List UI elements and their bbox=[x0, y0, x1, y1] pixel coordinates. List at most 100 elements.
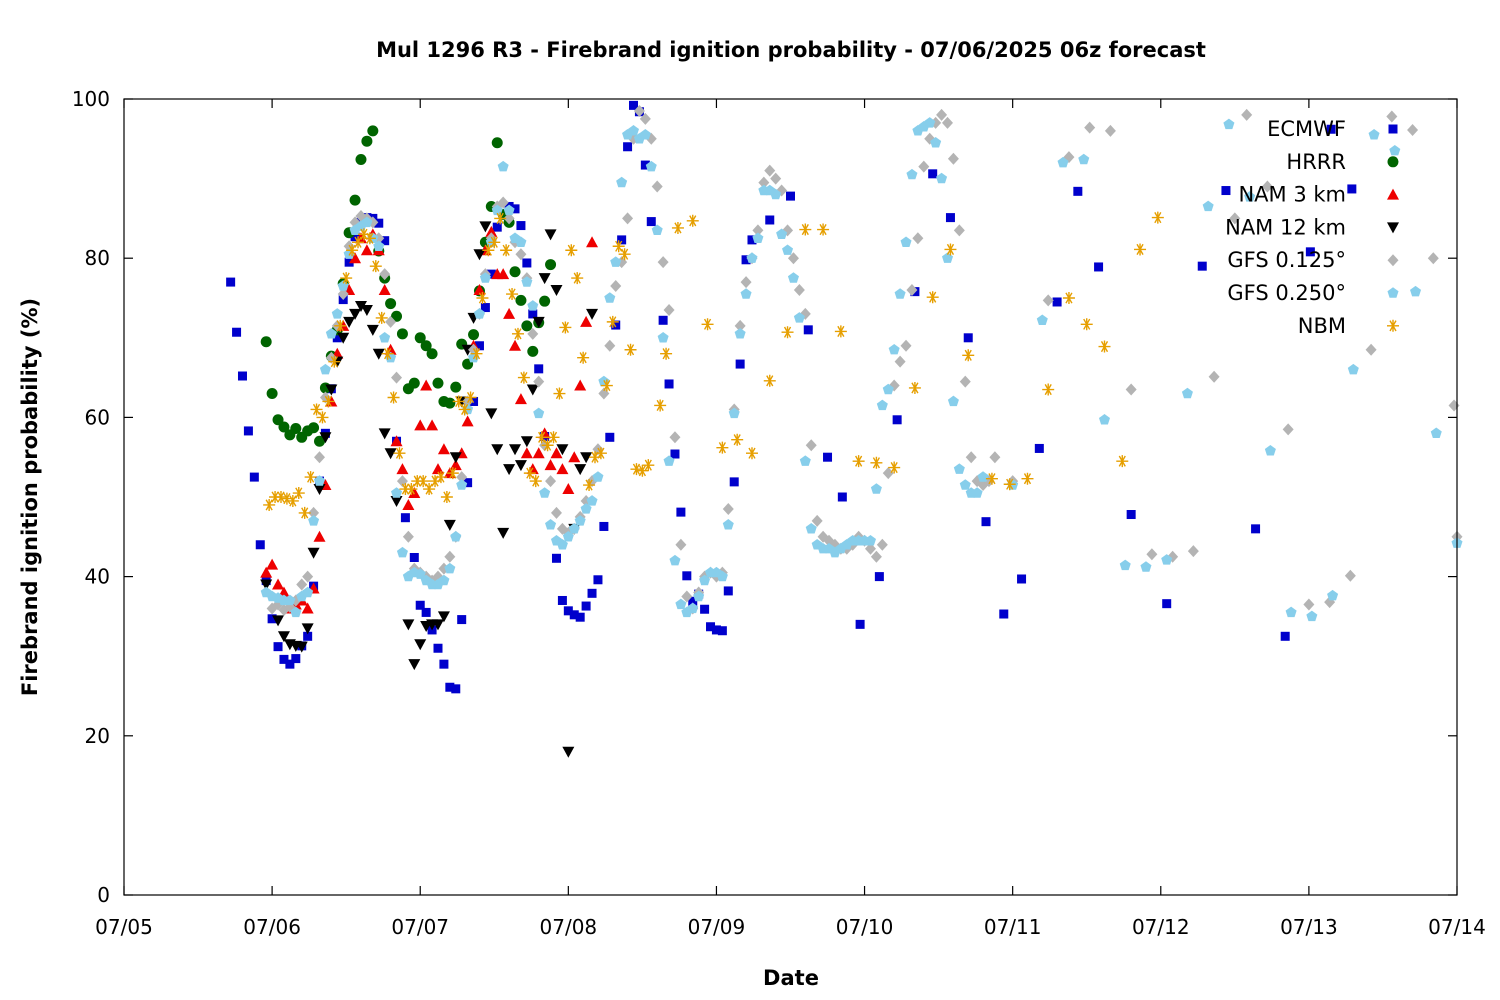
point-nam-3-km bbox=[580, 315, 593, 327]
point-ecmwf bbox=[516, 221, 526, 231]
point-ecmwf bbox=[226, 277, 236, 287]
point-gfs-0-250 bbox=[663, 455, 675, 466]
point-hrrr bbox=[527, 345, 539, 357]
point-nam-3-km bbox=[414, 419, 427, 431]
axis-ticks: 07/05 07/06 07/07 07/08 07/09 07/10 07/11 07/12… bbox=[72, 87, 1486, 939]
point-nbm bbox=[630, 463, 643, 476]
point-gfs-0-125 bbox=[610, 280, 622, 293]
point-nam-3-km bbox=[426, 419, 439, 431]
point-nbm bbox=[387, 391, 400, 404]
point-nbm bbox=[494, 212, 507, 225]
point-gfs-0-125 bbox=[1104, 124, 1116, 137]
point-gfs-0-250 bbox=[290, 606, 302, 618]
point-nam-12-km bbox=[295, 641, 308, 653]
point-ecmwf bbox=[433, 643, 443, 653]
point-ecmwf bbox=[1251, 524, 1261, 534]
chart-title: Mul 1296 R3 - Firebrand ignition probabi… bbox=[376, 38, 1206, 62]
point-ecmwf bbox=[605, 432, 615, 442]
point-gfs-0-250 bbox=[574, 515, 586, 526]
point-nbm bbox=[292, 487, 305, 500]
point-hrrr bbox=[396, 328, 408, 340]
point-gfs-0-125 bbox=[1282, 423, 1294, 436]
point-ecmwf bbox=[1280, 631, 1290, 641]
point-gfs-0-250 bbox=[876, 399, 888, 411]
point-nam-12-km bbox=[349, 308, 362, 320]
point-hrrr bbox=[515, 294, 527, 306]
point-gfs-0-250 bbox=[722, 519, 734, 530]
point-nbm bbox=[962, 349, 975, 362]
point-gfs-0-125 bbox=[497, 196, 509, 209]
point-nam-12-km bbox=[473, 249, 486, 261]
point-nbm bbox=[429, 475, 442, 488]
point-gfs-0-125 bbox=[1365, 343, 1377, 356]
point-nbm bbox=[511, 327, 524, 340]
point-nam-12-km bbox=[260, 579, 273, 591]
point-nam-3-km bbox=[520, 447, 533, 459]
point-nbm bbox=[686, 214, 699, 227]
point-nbm bbox=[446, 467, 459, 480]
point-gfs-0-250 bbox=[699, 574, 711, 586]
x-tick-label: 07/09 bbox=[688, 915, 746, 939]
point-gfs-0-250 bbox=[1036, 314, 1048, 325]
point-gfs-0-125 bbox=[864, 542, 876, 555]
point-gfs-0-250 bbox=[864, 534, 876, 546]
point-nbm bbox=[434, 471, 447, 484]
x-tick-label: 07/11 bbox=[984, 915, 1042, 939]
point-gfs-0-250 bbox=[1078, 153, 1090, 165]
point-nam-12-km bbox=[520, 436, 533, 448]
point-ecmwf bbox=[874, 572, 884, 582]
point-gfs-0-125 bbox=[633, 104, 645, 117]
point-gfs-0-250 bbox=[1285, 606, 1297, 618]
point-nbm bbox=[1098, 340, 1111, 353]
point-gfs-0-250 bbox=[325, 328, 337, 339]
point-ecmwf bbox=[723, 586, 733, 596]
point-nbm bbox=[944, 243, 957, 256]
point-gfs-0-125 bbox=[1146, 548, 1158, 561]
point-gfs-0-250 bbox=[752, 232, 764, 243]
point-ecmwf bbox=[303, 631, 313, 641]
point-nbm bbox=[870, 456, 883, 469]
point-ecmwf bbox=[409, 552, 419, 562]
point-nam-3-km bbox=[586, 236, 599, 248]
y-tick-label: 60 bbox=[85, 405, 110, 429]
point-hrrr bbox=[509, 266, 521, 278]
point-ecmwf bbox=[646, 217, 656, 227]
point-gfs-0-250 bbox=[1057, 156, 1069, 168]
point-nbm bbox=[985, 472, 998, 485]
point-nam-12-km bbox=[544, 229, 557, 241]
point-nbm bbox=[636, 464, 649, 477]
point-ecmwf bbox=[474, 341, 484, 351]
point-ecmwf bbox=[243, 426, 253, 436]
point-gfs-0-250 bbox=[302, 586, 314, 598]
point-nam-3-km bbox=[390, 435, 403, 447]
point-gfs-0-250 bbox=[604, 292, 616, 303]
legend-marker-gfs-0-125 bbox=[1387, 254, 1399, 267]
point-gfs-0-125 bbox=[1303, 598, 1315, 611]
point-gfs-0-250 bbox=[936, 172, 948, 184]
point-gfs-0-250 bbox=[924, 117, 936, 128]
point-nam-12-km bbox=[343, 316, 356, 328]
point-ecmwf bbox=[439, 659, 449, 669]
point-gfs-0-125 bbox=[947, 152, 959, 165]
point-gfs-0-250 bbox=[1264, 445, 1276, 456]
data-points bbox=[226, 100, 1463, 758]
point-ecmwf bbox=[700, 604, 710, 614]
point-gfs-0-125 bbox=[918, 160, 930, 173]
point-ecmwf bbox=[400, 513, 410, 523]
point-nbm bbox=[334, 319, 347, 332]
point-gfs-0-250 bbox=[1161, 554, 1173, 565]
point-hrrr bbox=[468, 329, 480, 341]
y-axis-label: Firebrand ignition probability (%) bbox=[18, 298, 42, 696]
point-gfs-0-250 bbox=[870, 483, 882, 494]
point-ecmwf bbox=[255, 540, 265, 550]
point-nbm bbox=[452, 395, 465, 408]
point-ecmwf bbox=[374, 218, 384, 228]
point-nbm bbox=[304, 471, 317, 484]
point-nbm bbox=[535, 431, 548, 444]
point-gfs-0-125 bbox=[533, 375, 545, 388]
point-ecmwf bbox=[803, 325, 813, 335]
point-ecmwf bbox=[569, 610, 579, 620]
point-nbm bbox=[517, 371, 530, 384]
point-gfs-0-250 bbox=[379, 332, 391, 343]
point-nam-12-km bbox=[437, 611, 450, 623]
